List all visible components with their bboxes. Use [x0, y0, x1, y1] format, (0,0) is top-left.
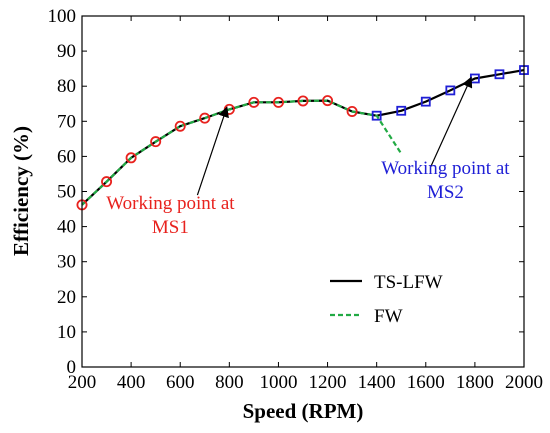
annotation-arrow-1 [196, 106, 229, 196]
y-axis-title: Efficiency (%) [9, 126, 33, 256]
marker-ms1 [248, 96, 260, 108]
marker-ms2 [420, 96, 431, 107]
annotation-text-2: Working point at [381, 158, 510, 179]
x-tick-label: 1000 [259, 372, 297, 393]
y-tick-label: 90 [57, 41, 76, 62]
x-tick-label: 1400 [358, 372, 396, 393]
marker-ms1 [322, 95, 334, 107]
annotation-arrow-2 [430, 76, 473, 168]
marker-ms1 [174, 120, 186, 132]
marker-ms2 [371, 110, 382, 121]
y-tick-label: 50 [57, 182, 76, 203]
y-tick-label: 0 [67, 357, 77, 378]
marker-ms1 [150, 136, 162, 148]
marker-ms1 [272, 96, 284, 108]
annotation-text-1: MS1 [152, 217, 189, 238]
x-tick-label: 1200 [309, 372, 347, 393]
x-axis-title: Speed (RPM) [243, 399, 364, 423]
legend: TS-LFW FW [330, 272, 443, 327]
marker-ms2 [445, 85, 456, 96]
marker-ms2 [396, 105, 407, 116]
annotation-text-2: MS2 [427, 182, 464, 203]
y-tick-label: 70 [57, 111, 76, 132]
y-tick-label: 30 [57, 252, 76, 273]
y-tick-label: 60 [57, 146, 76, 167]
marker-ms1 [346, 105, 358, 117]
marker-ms1 [125, 152, 137, 164]
marker-ms1 [199, 112, 211, 124]
x-tick-label: 200 [68, 372, 97, 393]
x-tick-label: 2000 [505, 372, 543, 393]
x-tick-label: 600 [166, 372, 195, 393]
plot-frame [81, 15, 525, 368]
y-tick-label: 100 [48, 6, 77, 27]
y-tick-label: 10 [57, 322, 76, 343]
marker-ms1 [101, 176, 113, 188]
x-tick-label: 800 [215, 372, 244, 393]
y-tick-label: 20 [57, 287, 76, 308]
annotation-text-1: Working point at [106, 193, 235, 214]
y-tick-label: 40 [57, 217, 76, 238]
marker-ms1 [297, 95, 309, 107]
x-tick-label: 400 [117, 372, 146, 393]
x-tick-label: 1600 [407, 372, 445, 393]
x-tick-label: 1800 [456, 372, 494, 393]
y-tick-label: 80 [57, 76, 76, 97]
legend-label-ts-lfw: TS-LFW [374, 272, 443, 293]
marker-ms2 [494, 69, 505, 80]
legend-label-fw: FW [374, 306, 403, 327]
